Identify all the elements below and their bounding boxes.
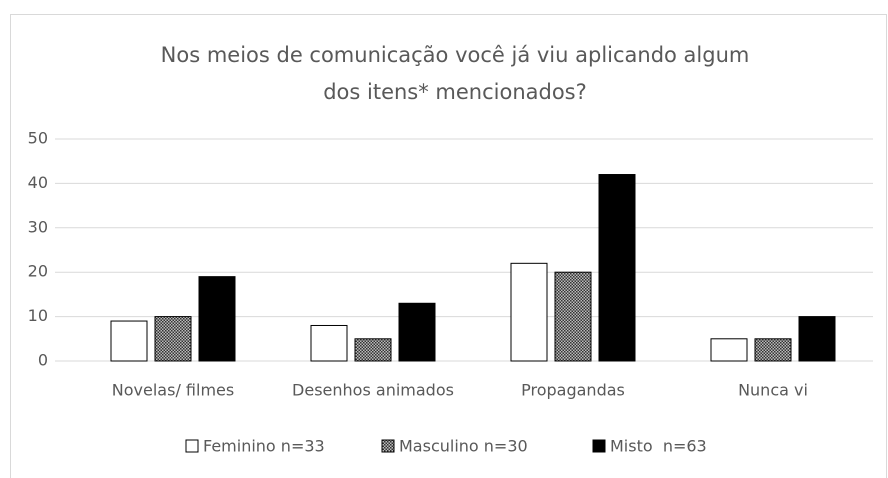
bar	[754, 338, 792, 362]
legend-swatch	[381, 439, 395, 453]
x-tick-label: Desenhos animados	[292, 381, 454, 400]
bar	[154, 316, 192, 362]
x-tick-label: Propagandas	[521, 381, 625, 400]
bar	[198, 276, 236, 362]
y-tick-label: 0	[38, 351, 48, 370]
chart-title: Nos meios de comunicação você já viu apl…	[161, 43, 750, 67]
legend-label: Feminino n=33	[203, 437, 325, 456]
y-tick-label: 40	[28, 173, 48, 192]
bar	[798, 316, 836, 362]
y-tick-label: 10	[28, 306, 48, 325]
legend-swatch	[185, 439, 199, 453]
legend-swatch	[592, 439, 606, 453]
legend-label: Misto n=63	[610, 437, 707, 456]
y-tick-label: 50	[28, 129, 48, 148]
x-tick-label: Nunca vi	[738, 381, 808, 400]
bar	[110, 320, 148, 362]
bar	[598, 174, 636, 362]
bar	[354, 338, 392, 362]
chart-title: dos itens* mencionados?	[323, 80, 587, 104]
legend-label: Masculino n=30	[399, 437, 528, 456]
x-tick-label: Novelas/ filmes	[112, 381, 234, 400]
bar	[710, 338, 748, 362]
bar	[510, 262, 548, 362]
y-tick-label: 30	[28, 217, 48, 236]
y-tick-label: 20	[28, 262, 48, 281]
bar	[310, 324, 348, 362]
bar	[554, 271, 592, 362]
bar	[398, 302, 436, 362]
chart-border	[10, 14, 887, 478]
